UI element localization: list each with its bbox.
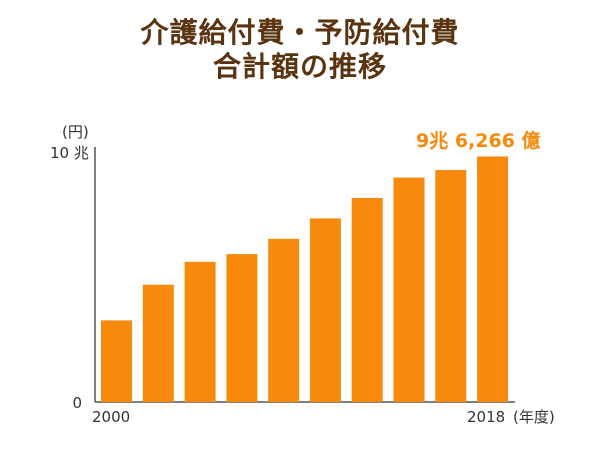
bar-series bbox=[101, 156, 509, 403]
value-callout-2018: 9兆 6,266 億 bbox=[416, 129, 541, 152]
bar-2008 bbox=[268, 238, 300, 402]
y-tick-label-bottom: 0 bbox=[72, 394, 82, 412]
bar-2000 bbox=[101, 320, 132, 402]
bar-2006 bbox=[226, 254, 258, 402]
bar-2018 bbox=[477, 156, 509, 402]
bar-2014 bbox=[393, 177, 425, 402]
bar-2016 bbox=[435, 170, 467, 402]
y-axis-unit-label: (円) bbox=[62, 123, 89, 141]
chart-title-line1: 介護給付費・予防給付費 bbox=[140, 16, 460, 49]
bar-2002 bbox=[142, 284, 174, 402]
bar-2010 bbox=[309, 218, 341, 402]
chart-title: 介護給付費・予防給付費 合計額の推移 bbox=[0, 16, 600, 84]
x-axis-unit-label: (年度) bbox=[513, 408, 555, 426]
bar-2004 bbox=[184, 261, 216, 403]
x-tick-label-end: 2018 bbox=[467, 408, 505, 426]
bar-2012 bbox=[351, 198, 383, 402]
x-tick-label-start: 2000 bbox=[92, 408, 130, 426]
chart-title-line2: 合計額の推移 bbox=[212, 50, 387, 83]
y-tick-label-top: 10 兆 bbox=[50, 144, 89, 162]
